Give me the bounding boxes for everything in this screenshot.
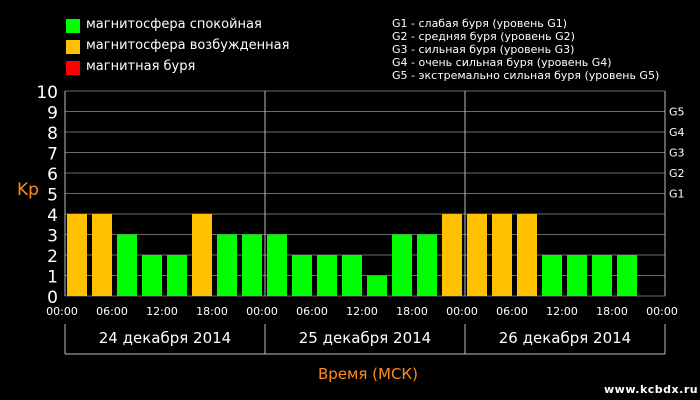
g-tick-label: G5: [669, 106, 685, 119]
storm-level-item: G4 - очень сильная буря (уровень G4): [392, 56, 612, 69]
legend-label: магнитосфера спокойная: [86, 17, 262, 32]
kp-bar: [592, 255, 612, 296]
kp-bar: [267, 234, 287, 296]
day-label: 26 декабря 2014: [498, 329, 632, 347]
kp-bar: [517, 214, 537, 296]
legend-label: магнитная буря: [86, 59, 196, 74]
g-tick-label: G4: [669, 126, 685, 139]
y-tick-label: 4: [47, 206, 58, 226]
x-tick-label: 12:00: [546, 305, 578, 318]
x-tick-label: 18:00: [596, 305, 628, 318]
kp-bar: [467, 214, 487, 296]
x-tick-label: 00:00: [646, 305, 678, 318]
x-tick-label: 18:00: [196, 305, 228, 318]
kp-bar: [167, 255, 187, 296]
kp-bar: [217, 234, 237, 296]
kp-bar: [317, 255, 337, 296]
y-tick-label: 8: [47, 124, 58, 144]
y-tick-label: 2: [47, 247, 58, 267]
y-tick-label: 1: [47, 268, 58, 288]
y-tick-label: 9: [47, 104, 58, 124]
kp-bar: [542, 255, 562, 296]
day-label: 24 декабря 2014: [98, 329, 232, 347]
kp-bar: [417, 234, 437, 296]
kp-bar: [342, 255, 362, 296]
x-tick-label: 12:00: [146, 305, 178, 318]
x-tick-label: 12:00: [346, 305, 378, 318]
y-tick-label: 6: [47, 165, 58, 185]
x-axis-title: Время (МСК): [318, 365, 418, 383]
y-tick-label: 0: [47, 288, 58, 308]
kp-bar: [392, 234, 412, 296]
x-tick-label: 00:00: [46, 305, 78, 318]
kp-bar: [142, 255, 162, 296]
kp-bar: [92, 214, 112, 296]
y-tick-label: 5: [47, 186, 58, 206]
legend-label: магнитосфера возбужденная: [86, 38, 290, 53]
storm-level-item: G1 - слабая буря (уровень G1): [392, 17, 568, 30]
kp-bar: [67, 214, 87, 296]
kp-bar: [242, 234, 262, 296]
y-tick-label: 7: [47, 145, 58, 165]
y-tick-label: 10: [36, 83, 58, 103]
storm-level-item: G3 - сильная буря (уровень G3): [392, 43, 575, 56]
kp-bar: [367, 275, 387, 296]
g-tick-label: G3: [669, 147, 685, 160]
watermark: www.kcbdx.ru: [604, 383, 699, 396]
x-tick-label: 00:00: [246, 305, 278, 318]
legend-swatch: [66, 40, 80, 54]
x-tick-label: 18:00: [396, 305, 428, 318]
g-tick-label: G2: [669, 167, 685, 180]
storm-level-item: G2 - средняя буря (уровень G2): [392, 30, 575, 43]
storm-level-item: G5 - экстремально сильная буря (уровень …: [392, 69, 660, 82]
legend-swatch: [66, 61, 80, 75]
x-tick-label: 00:00: [446, 305, 478, 318]
kp-bar: [617, 255, 637, 296]
kp-bar: [192, 214, 212, 296]
kp-bar: [567, 255, 587, 296]
legend-swatch: [66, 19, 80, 33]
x-tick-label: 06:00: [96, 305, 128, 318]
kp-bar: [292, 255, 312, 296]
x-tick-label: 06:00: [496, 305, 528, 318]
kp-bar: [492, 214, 512, 296]
kp-bar: [117, 234, 137, 296]
y-axis-label: Kp: [17, 180, 39, 200]
day-label: 25 декабря 2014: [298, 329, 432, 347]
kp-bar: [442, 214, 462, 296]
g-tick-label: G1: [669, 188, 685, 201]
y-tick-label: 3: [47, 227, 58, 247]
x-tick-label: 06:00: [296, 305, 328, 318]
